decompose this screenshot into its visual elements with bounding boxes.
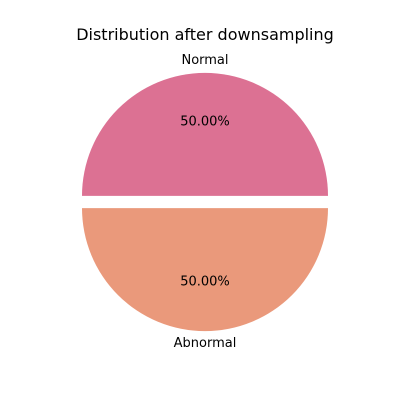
pie-slices	[82, 72, 328, 332]
slice-label-abnormal: Abnormal	[174, 336, 237, 351]
pie-slice-abnormal	[82, 208, 328, 332]
slice-label-normal: Normal	[181, 53, 228, 68]
pie-slice-normal	[82, 72, 328, 196]
slice-percent-abnormal: 50.00%	[180, 274, 230, 289]
chart-title: Distribution after downsampling	[76, 25, 334, 44]
slice-percent-normal: 50.00%	[180, 115, 230, 130]
pie-labels: Normal 50.00% Abnormal 50.00%	[174, 53, 237, 351]
